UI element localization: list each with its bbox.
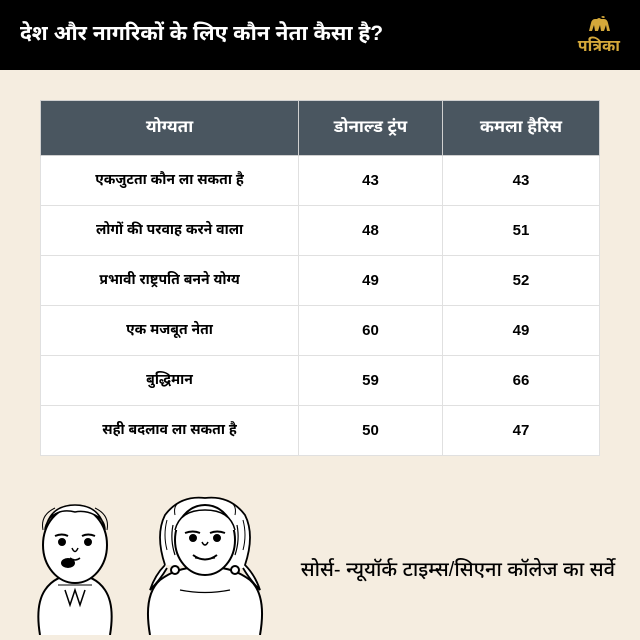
cell-quality: एक मजबूत नेता <box>41 306 299 356</box>
cell-quality: लोगों की परवाह करने वाला <box>41 206 299 256</box>
header-bar: देश और नागरिकों के लिए कौन नेता कैसा है?… <box>0 0 640 70</box>
cell-quality: बुद्धिमान <box>41 356 299 406</box>
cell-harris: 43 <box>442 156 599 206</box>
table-row: प्रभावी राष्ट्रपति बनने योग्य 49 52 <box>41 256 600 306</box>
cell-quality: प्रभावी राष्ट्रपति बनने योग्य <box>41 256 299 306</box>
table-body: एकजुटता कौन ला सकता है 43 43 लोगों की पर… <box>41 156 600 456</box>
col-quality: योग्यता <box>41 101 299 156</box>
table-row: एक मजबूत नेता 60 49 <box>41 306 600 356</box>
table-container: योग्यता डोनाल्ड ट्रंप कमला हैरिस एकजुटता… <box>0 70 640 466</box>
table-row: लोगों की परवाह करने वाला 48 51 <box>41 206 600 256</box>
cell-trump: 49 <box>299 256 443 306</box>
illustrations <box>0 490 285 640</box>
col-trump: डोनाल्ड ट्रंप <box>299 101 443 156</box>
brand-logo: पत्रिका <box>578 13 620 58</box>
cell-harris: 47 <box>442 406 599 456</box>
cell-harris: 49 <box>442 306 599 356</box>
cell-trump: 59 <box>299 356 443 406</box>
cell-quality: एकजुटता कौन ला सकता है <box>41 156 299 206</box>
cell-trump: 50 <box>299 406 443 456</box>
brand-text: पत्रिका <box>578 37 620 58</box>
cell-harris: 66 <box>442 356 599 406</box>
lion-icon <box>585 13 613 37</box>
source-text: सोर्स- न्यूयॉर्क टाइम्स/सिएना कॉलेज का स… <box>301 559 615 585</box>
cell-harris: 52 <box>442 256 599 306</box>
table-header-row: योग्यता डोनाल्ड ट्रंप कमला हैरिस <box>41 101 600 156</box>
cell-trump: 60 <box>299 306 443 356</box>
table-row: एकजुटता कौन ला सकता है 43 43 <box>41 156 600 206</box>
page-title: देश और नागरिकों के लिए कौन नेता कैसा है? <box>20 21 383 49</box>
cell-trump: 43 <box>299 156 443 206</box>
cell-harris: 51 <box>442 206 599 256</box>
col-harris: कमला हैरिस <box>442 101 599 156</box>
trump-illustration <box>10 490 140 640</box>
comparison-table: योग्यता डोनाल्ड ट्रंप कमला हैरिस एकजुटता… <box>40 100 600 456</box>
table-row: बुद्धिमान 59 66 <box>41 356 600 406</box>
harris-illustration <box>125 490 285 640</box>
cell-trump: 48 <box>299 206 443 256</box>
cell-quality: सही बदलाव ला सकता है <box>41 406 299 456</box>
table-row: सही बदलाव ला सकता है 50 47 <box>41 406 600 456</box>
footer: सोर्स- न्यूयॉर्क टाइम्स/सिएना कॉलेज का स… <box>0 495 640 640</box>
